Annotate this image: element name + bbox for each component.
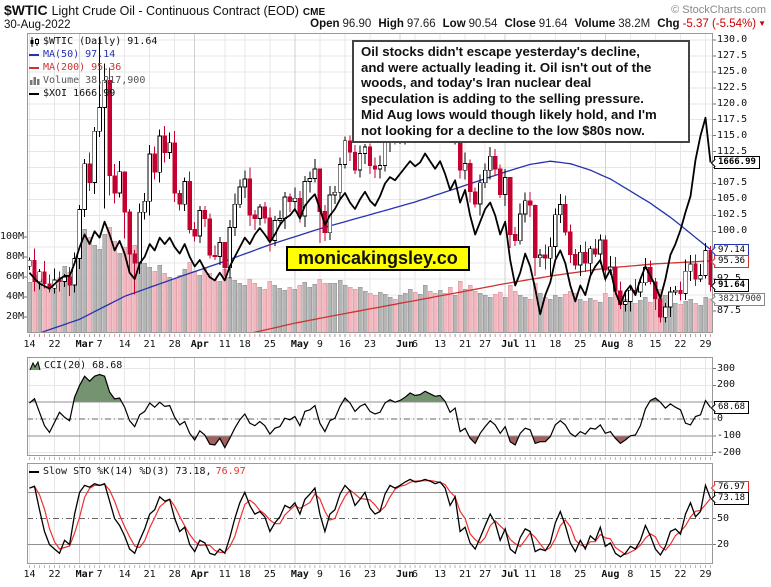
ma200-line-swatch-icon xyxy=(29,66,39,69)
legend-wtic-label: $WTIC (Daily) 91.64 xyxy=(43,36,158,47)
sto-legend-d-value: 76.97 xyxy=(215,466,246,477)
legend-xoi-label: $XOI 1666.99 xyxy=(43,88,116,99)
legend-ma50: MA(50) 97.14 xyxy=(29,48,157,61)
copyright: © StockCharts.com xyxy=(671,4,766,16)
cci-legend-label: CCI(20) 68.68 xyxy=(44,360,123,371)
quote-label: Close xyxy=(504,18,536,30)
legend-ma200: MA(200) 95.36 xyxy=(29,61,157,74)
quote-value: 96.90 xyxy=(342,18,372,30)
quote-value: 90.54 xyxy=(468,18,498,30)
volume-bars-icon xyxy=(29,76,40,85)
ma50-line-swatch-icon xyxy=(29,53,39,56)
sto-line-swatch-icon xyxy=(29,470,39,473)
legend-wtic: $WTIC (Daily) 91.64 xyxy=(29,35,157,48)
quote-value: 91.64 xyxy=(538,18,568,30)
quote-label: Volume xyxy=(574,18,616,30)
chart-title: Light Crude Oil - Continuous Contract (E… xyxy=(51,4,299,18)
candlestick-icon xyxy=(29,36,40,47)
legend-volume: Volume 38,217,900 xyxy=(29,74,157,87)
quote-label: Open xyxy=(310,18,340,30)
legend-ma200-label: MA(200) 95.36 xyxy=(43,62,122,73)
annotation-box: Oil stocks didn't escape yesterday's dec… xyxy=(352,40,690,144)
change-down-icon: ▼ xyxy=(758,19,766,28)
quote-label: Chg xyxy=(657,18,680,30)
xoi-line-swatch-icon xyxy=(29,92,39,95)
exchange: CME xyxy=(302,7,326,18)
sto-legend-label: Slow STO %K(14) %D(3) 73.18, xyxy=(43,466,212,477)
quote-line: Open 96.90 High 97.66 Low 90.54 Close 91.64 Volu… xyxy=(303,18,766,30)
sto-legend: Slow STO %K(14) %D(3) 73.18, 76.97 xyxy=(29,466,246,477)
cci-legend: CCI(20) 68.68 xyxy=(29,360,122,371)
quote-label: High xyxy=(378,18,404,30)
symbol: $WTIC xyxy=(4,2,48,18)
legend-volume-label: Volume 38,217,900 xyxy=(43,75,146,86)
watermark: monicakingsley.co xyxy=(286,246,470,271)
chart-header: $WTIC Light Crude Oil - Continuous Contra… xyxy=(4,2,325,20)
legend-ma50-label: MA(50) 97.14 xyxy=(43,49,116,60)
main-chart-legend: $WTIC (Daily) 91.64 MA(50) 97.14 MA(200)… xyxy=(29,35,157,100)
quote-date: 30-Aug-2022 xyxy=(4,19,71,31)
quote-label: Low xyxy=(442,18,466,30)
cci-indicator-icon xyxy=(29,360,41,371)
quote-value: -5.37 (-5.54%) xyxy=(682,18,757,30)
quote-value: 38.2M xyxy=(618,18,651,30)
quote-value: 97.66 xyxy=(406,18,436,30)
legend-xoi: $XOI 1666.99 xyxy=(29,87,157,100)
